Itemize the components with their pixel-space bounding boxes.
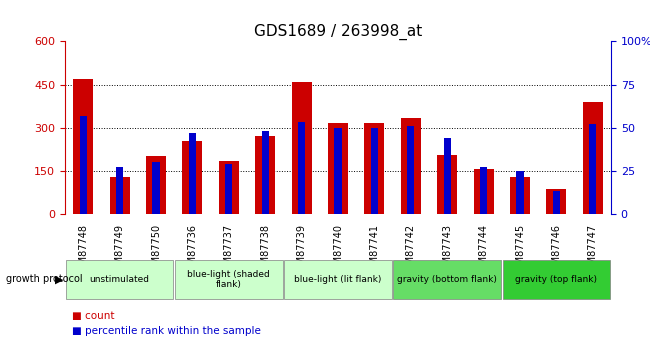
Text: unstimulated: unstimulated	[90, 275, 150, 284]
Text: gravity (bottom flank): gravity (bottom flank)	[397, 275, 497, 284]
Bar	[73, 79, 93, 214]
Bar	[261, 131, 269, 214]
Bar	[292, 82, 311, 214]
Bar	[79, 116, 87, 214]
Text: ■ percentile rank within the sample: ■ percentile rank within the sample	[72, 326, 261, 336]
Bar	[407, 126, 415, 214]
Bar	[474, 169, 493, 214]
Bar	[219, 161, 239, 214]
FancyBboxPatch shape	[175, 259, 283, 299]
Bar	[516, 171, 524, 214]
Text: gravity (top flank): gravity (top flank)	[515, 275, 597, 284]
Bar	[583, 102, 603, 214]
Bar	[183, 141, 202, 214]
FancyBboxPatch shape	[66, 259, 174, 299]
Bar	[255, 136, 275, 214]
Bar	[401, 118, 421, 214]
Bar	[110, 177, 129, 214]
FancyBboxPatch shape	[393, 259, 501, 299]
Bar	[188, 133, 196, 214]
Bar	[146, 156, 166, 214]
Title: GDS1689 / 263998_at: GDS1689 / 263998_at	[254, 24, 422, 40]
Bar	[547, 189, 566, 214]
Text: ■ count: ■ count	[72, 311, 114, 321]
Bar	[589, 124, 597, 214]
Text: growth protocol: growth protocol	[6, 275, 83, 284]
Bar	[328, 123, 348, 214]
Bar	[552, 191, 560, 214]
Bar	[370, 128, 378, 214]
Bar	[225, 164, 233, 214]
Bar	[437, 155, 457, 214]
Bar	[116, 167, 124, 214]
Bar	[334, 128, 342, 214]
Bar	[365, 123, 384, 214]
Bar	[152, 162, 160, 214]
Bar	[298, 122, 305, 214]
Text: blue-light (shaded
flank): blue-light (shaded flank)	[187, 270, 270, 289]
Text: blue-light (lit flank): blue-light (lit flank)	[294, 275, 382, 284]
FancyBboxPatch shape	[502, 259, 610, 299]
FancyBboxPatch shape	[284, 259, 392, 299]
Bar	[443, 138, 451, 214]
Bar	[480, 167, 488, 214]
Text: ▶: ▶	[55, 275, 64, 284]
Bar	[510, 177, 530, 214]
